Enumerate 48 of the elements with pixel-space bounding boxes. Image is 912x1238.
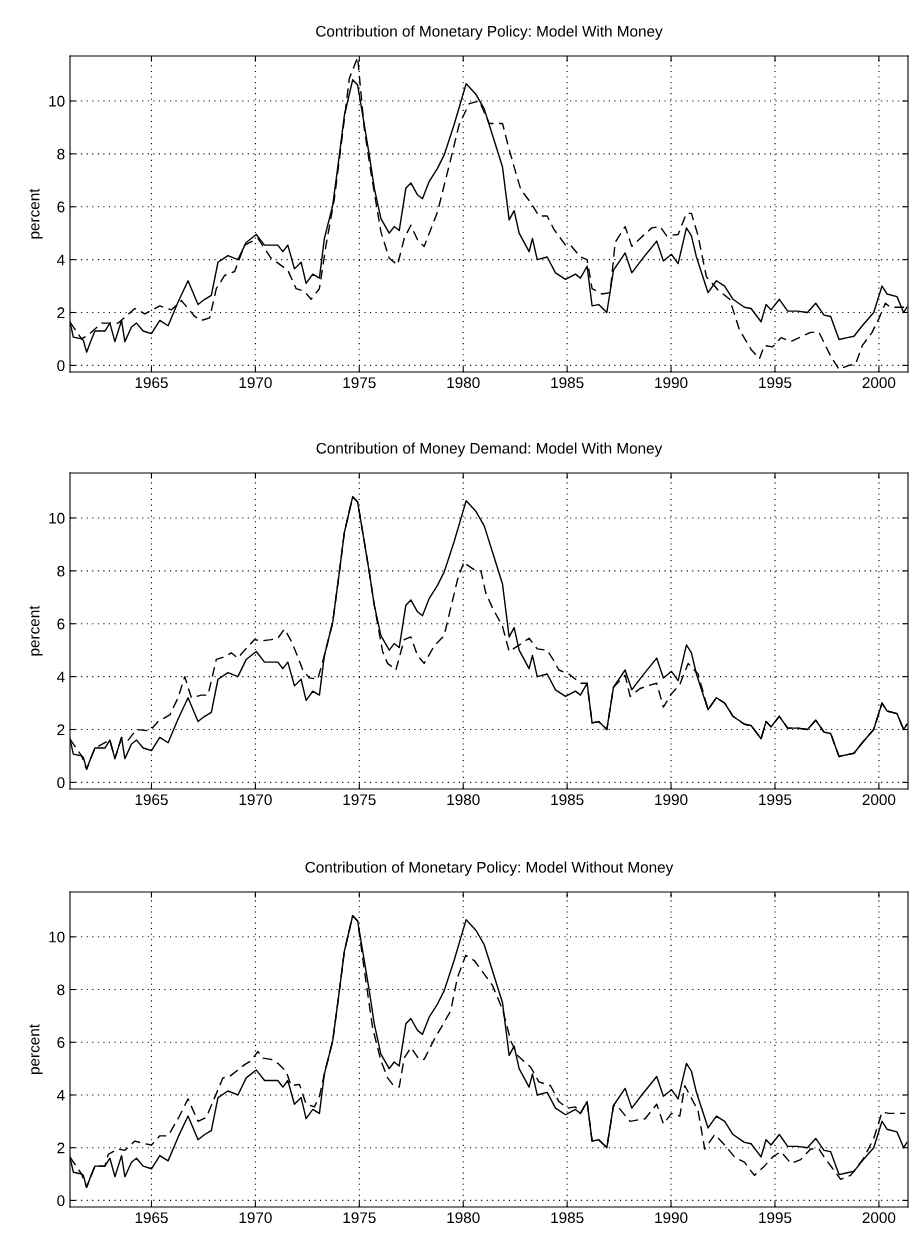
- x-tick-label: 1980: [447, 794, 480, 806]
- y-tick-label: 6: [57, 201, 65, 213]
- x-tick-label: 1985: [551, 1212, 584, 1224]
- x-tick-label: 1990: [655, 794, 688, 806]
- x-tick-label: 1985: [551, 377, 584, 389]
- x-tick-label: 1985: [551, 794, 584, 806]
- x-tick-label: 1970: [239, 794, 272, 806]
- y-axis-title: percent: [29, 1024, 43, 1074]
- y-tick-label: 10: [49, 931, 65, 943]
- y-tick-label: 0: [57, 777, 65, 789]
- y-tick-label: 2: [57, 307, 65, 319]
- x-tick-label: 1970: [239, 1212, 272, 1224]
- y-tick-label: 10: [49, 95, 65, 107]
- x-tick-label: 1975: [343, 794, 376, 806]
- x-tick-label: 1990: [655, 1212, 688, 1224]
- x-tick-label: 1970: [239, 377, 272, 389]
- y-tick-label: 0: [57, 1195, 65, 1207]
- x-tick-label: 1965: [135, 1212, 168, 1224]
- y-tick-label: 8: [57, 565, 65, 577]
- y-tick-label: 0: [57, 360, 65, 372]
- x-tick-label: 1980: [447, 1212, 480, 1224]
- y-tick-label: 8: [57, 148, 65, 160]
- x-tick-label: 1995: [759, 794, 792, 806]
- y-tick-label: 6: [57, 1037, 65, 1048]
- x-tick-label: 1975: [343, 377, 376, 389]
- x-tick-label: 1980: [447, 377, 480, 389]
- y-tick-label: 8: [57, 984, 65, 996]
- chart-title: Contribution of Monetary Policy: Model With Money: [316, 25, 663, 40]
- x-tick-label: 1995: [759, 1212, 792, 1224]
- x-tick-label: 1975: [343, 1212, 376, 1224]
- x-tick-label: 2000: [862, 794, 896, 806]
- y-tick-label: 4: [56, 1090, 65, 1101]
- y-axis-title: percent: [29, 188, 43, 239]
- y-tick-label: 6: [57, 618, 65, 630]
- x-tick-label: 1965: [135, 794, 168, 806]
- y-tick-label: 2: [57, 724, 65, 736]
- chart-title: Contribution of Monetary Policy: Model Without Money: [305, 861, 674, 876]
- x-tick-label: 2000: [862, 1212, 896, 1224]
- y-tick-label: 4: [56, 671, 65, 683]
- chart-title: Contribution of Money Demand: Model With Money: [316, 442, 663, 457]
- y-axis-title: percent: [29, 605, 43, 656]
- y-tick-label: 2: [57, 1142, 65, 1154]
- x-tick-label: 1965: [135, 377, 168, 389]
- y-tick-label: 10: [49, 512, 65, 524]
- x-tick-label: 1990: [655, 377, 688, 389]
- x-tick-label: 2000: [862, 377, 896, 389]
- y-tick-label: 4: [56, 254, 65, 266]
- x-tick-label: 1995: [759, 377, 792, 389]
